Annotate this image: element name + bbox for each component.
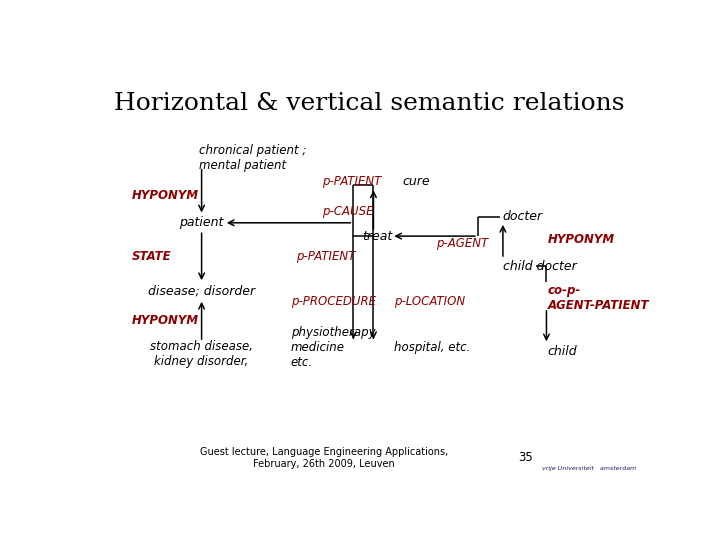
Text: cure: cure — [402, 175, 430, 188]
Text: p-CAUSE: p-CAUSE — [322, 205, 373, 218]
Text: physiotherapy
medicine
etc.: physiotherapy medicine etc. — [291, 326, 376, 369]
Text: hospital, etc.: hospital, etc. — [394, 341, 470, 354]
Text: p-AGENT: p-AGENT — [436, 237, 488, 250]
Text: p-LOCATION: p-LOCATION — [394, 295, 465, 308]
Text: HYPONYM: HYPONYM — [132, 190, 199, 202]
Text: HYPONYM: HYPONYM — [547, 233, 615, 246]
Text: child: child — [547, 345, 577, 358]
Text: STATE: STATE — [132, 249, 171, 262]
Text: treat: treat — [362, 230, 392, 242]
Text: child docter: child docter — [503, 260, 577, 273]
Text: disease; disorder: disease; disorder — [148, 285, 255, 298]
Text: HYPONYM: HYPONYM — [132, 314, 199, 327]
Text: co-p-
AGENT-PATIENT: co-p- AGENT-PATIENT — [547, 284, 649, 312]
Text: 35: 35 — [518, 451, 533, 464]
Text: Horizontal & vertical semantic relations: Horizontal & vertical semantic relations — [114, 92, 624, 115]
Text: chronical patient ;
mental patient: chronical patient ; mental patient — [199, 144, 306, 172]
Text: p-PATIENT: p-PATIENT — [297, 249, 356, 262]
Text: vrije Universiteit   amsterdam: vrije Universiteit amsterdam — [542, 465, 636, 471]
Text: stomach disease,
kidney disorder,: stomach disease, kidney disorder, — [150, 340, 253, 368]
Text: Guest lecture, Language Engineering Applications,
February, 26th 2009, Leuven: Guest lecture, Language Engineering Appl… — [200, 447, 449, 469]
Text: p-PROCEDURE: p-PROCEDURE — [291, 295, 376, 308]
Text: patient: patient — [179, 217, 224, 230]
Text: p-PATIENT: p-PATIENT — [322, 175, 381, 188]
Text: docter: docter — [503, 210, 543, 223]
